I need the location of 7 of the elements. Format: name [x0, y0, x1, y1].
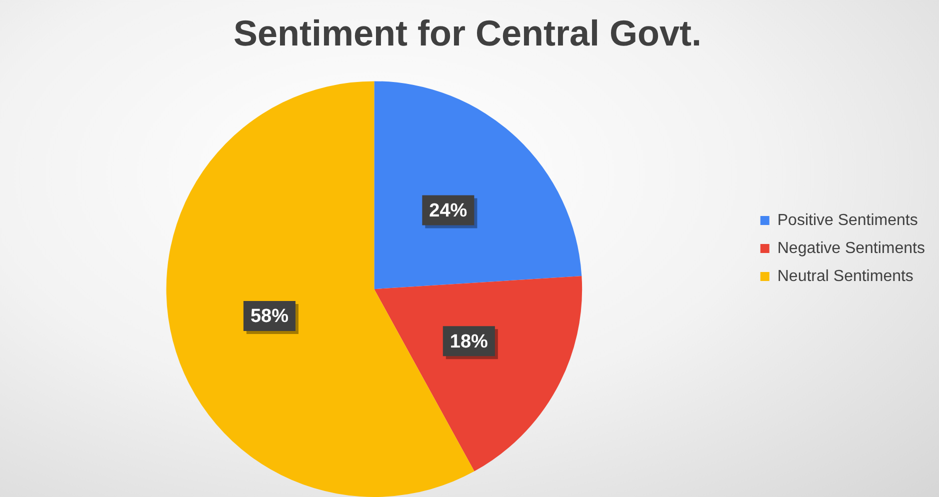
legend-label: Positive Sentiments	[777, 212, 918, 229]
legend-label: Negative Sentiments	[777, 240, 926, 257]
chart-title: Sentiment for Central Govt.	[233, 12, 702, 54]
data-label: 58%	[250, 306, 289, 328]
data-label: 24%	[429, 200, 468, 222]
data-label: 18%	[450, 331, 488, 352]
legend-label: Neutral Sentiments	[777, 268, 914, 285]
